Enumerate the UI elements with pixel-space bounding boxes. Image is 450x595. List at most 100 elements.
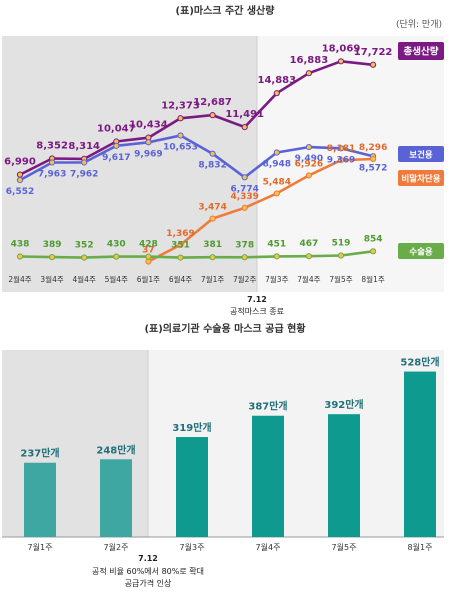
data-label: 378 — [235, 240, 254, 250]
data-point — [81, 254, 88, 261]
data-label: 6,774 — [230, 184, 258, 194]
unit-note: (단위: 만개) — [396, 19, 442, 30]
data-point — [177, 132, 184, 139]
data-label: 428 — [139, 240, 158, 250]
data-label: 8,352 — [36, 140, 68, 151]
chart-title: (표)의료기관 수술용 마스크 공급 현황 — [144, 322, 306, 335]
x-tick-label: 8월1주 — [408, 542, 433, 552]
x-tick-label: 5월4주 — [105, 274, 128, 284]
data-point — [273, 90, 280, 97]
x-tick-label: 6월4주 — [169, 274, 192, 284]
data-point — [145, 253, 152, 260]
data-label: 7,962 — [70, 169, 98, 179]
data-point — [177, 241, 184, 248]
x-tick-label: 7월4주 — [297, 274, 320, 284]
chart-title: (표)마스크 주간 생산량 — [176, 4, 276, 17]
data-point — [337, 145, 345, 152]
data-point — [16, 171, 24, 178]
legend-label: 수술용 — [409, 247, 433, 258]
data-label: 438 — [11, 240, 30, 250]
annotation-date: 7.12 — [247, 295, 267, 304]
annotation-line-1: 공적 비율 60%에서 80%로 확대 — [92, 566, 204, 576]
data-label: 12,687 — [193, 97, 232, 108]
data-label: 351 — [171, 241, 190, 251]
annotation-date: 7.12 — [138, 554, 158, 563]
x-tick-label: 7월4주 — [256, 542, 281, 552]
shaded-period — [2, 36, 257, 292]
x-tick-label: 7월5주 — [329, 274, 352, 284]
legend-총생산량: 총생산량 — [398, 42, 444, 60]
data-point — [241, 204, 248, 211]
data-point — [241, 254, 248, 261]
data-point — [305, 70, 312, 77]
data-point — [209, 254, 216, 261]
bar — [328, 414, 360, 537]
data-point — [145, 139, 152, 146]
data-point — [273, 190, 280, 197]
bar-value-label: 392만개 — [324, 398, 363, 411]
data-point — [370, 155, 377, 163]
x-tick-label: 7월2주 — [233, 274, 256, 284]
legend-수술용: 수술용 — [398, 243, 444, 259]
bar-value-label: 237만개 — [20, 447, 59, 460]
data-label: 519 — [332, 239, 351, 249]
data-point — [241, 174, 248, 181]
x-tick-label: 7월1주 — [28, 542, 53, 552]
data-label: 5,484 — [263, 177, 291, 187]
data-point — [209, 215, 216, 222]
data-point — [337, 252, 345, 259]
x-tick-label: 2월4주 — [8, 274, 31, 284]
data-label: 9,369 — [327, 155, 355, 165]
data-point — [49, 159, 56, 166]
x-tick-label: 3월4주 — [40, 274, 63, 284]
annotation-text: 공적마스크 종료 — [230, 306, 284, 316]
x-tick-label: 7월2주 — [104, 542, 129, 552]
data-point — [209, 150, 216, 157]
data-point — [337, 157, 345, 164]
data-label: 37 — [142, 246, 155, 256]
data-point — [305, 172, 312, 179]
series-line-총생산량 — [19, 60, 374, 176]
x-tick-label: 4월4주 — [73, 274, 96, 284]
data-label: 7,963 — [38, 169, 66, 179]
series-line-보건용 — [19, 134, 374, 182]
data-point — [337, 58, 345, 65]
data-label: 18,069 — [322, 43, 361, 54]
data-label: 11,491 — [225, 109, 264, 120]
data-label: 8,314 — [68, 141, 100, 152]
data-point — [209, 112, 216, 119]
data-label: 1,369 — [166, 229, 194, 239]
data-label: 12,373 — [161, 100, 200, 111]
weekly-mask-production-chart: (표)마스크 주간 생산량 (단위: 만개) 2월4주 3월4주 4월4주 5월4주 6… — [2, 4, 444, 316]
bar-value-label: 319만개 — [172, 421, 211, 434]
bar — [404, 371, 436, 537]
data-label: 9,490 — [295, 154, 323, 164]
x-tick-label: 6월1주 — [137, 274, 160, 284]
data-label: 430 — [107, 240, 126, 250]
data-label: 3,474 — [198, 203, 226, 213]
data-label: 8,296 — [359, 143, 387, 153]
data-point — [305, 253, 312, 260]
x-tick-label: 7월5주 — [332, 542, 357, 552]
x-tick-label: 7월3주 — [180, 542, 205, 552]
bar — [176, 437, 208, 537]
legend-보건용: 보건용 — [398, 146, 444, 162]
data-point — [273, 253, 280, 260]
bar-value-label: 387만개 — [248, 400, 287, 413]
data-label: 9,617 — [102, 153, 130, 163]
hospital-surgical-mask-supply-chart: (표)의료기관 수술용 마스크 공급 현황 237만개 7월1주 248만개 7월2주… — [0, 318, 450, 595]
data-label: 6,552 — [6, 187, 34, 197]
x-tick-label: 7월1주 — [201, 274, 224, 284]
data-label: 10,047 — [97, 124, 136, 135]
data-point — [16, 253, 24, 260]
bar-value-label: 528만개 — [400, 356, 439, 369]
legend-label: 보건용 — [409, 150, 433, 161]
x-tick-label: 7월3주 — [265, 274, 288, 284]
bar-value-label: 248만개 — [96, 443, 135, 456]
data-point — [241, 123, 248, 131]
series-line-수술용 — [19, 250, 374, 259]
bar — [24, 462, 56, 537]
data-label: 8,181 — [327, 144, 355, 154]
data-point — [305, 144, 312, 151]
data-label: 16,883 — [290, 55, 329, 66]
